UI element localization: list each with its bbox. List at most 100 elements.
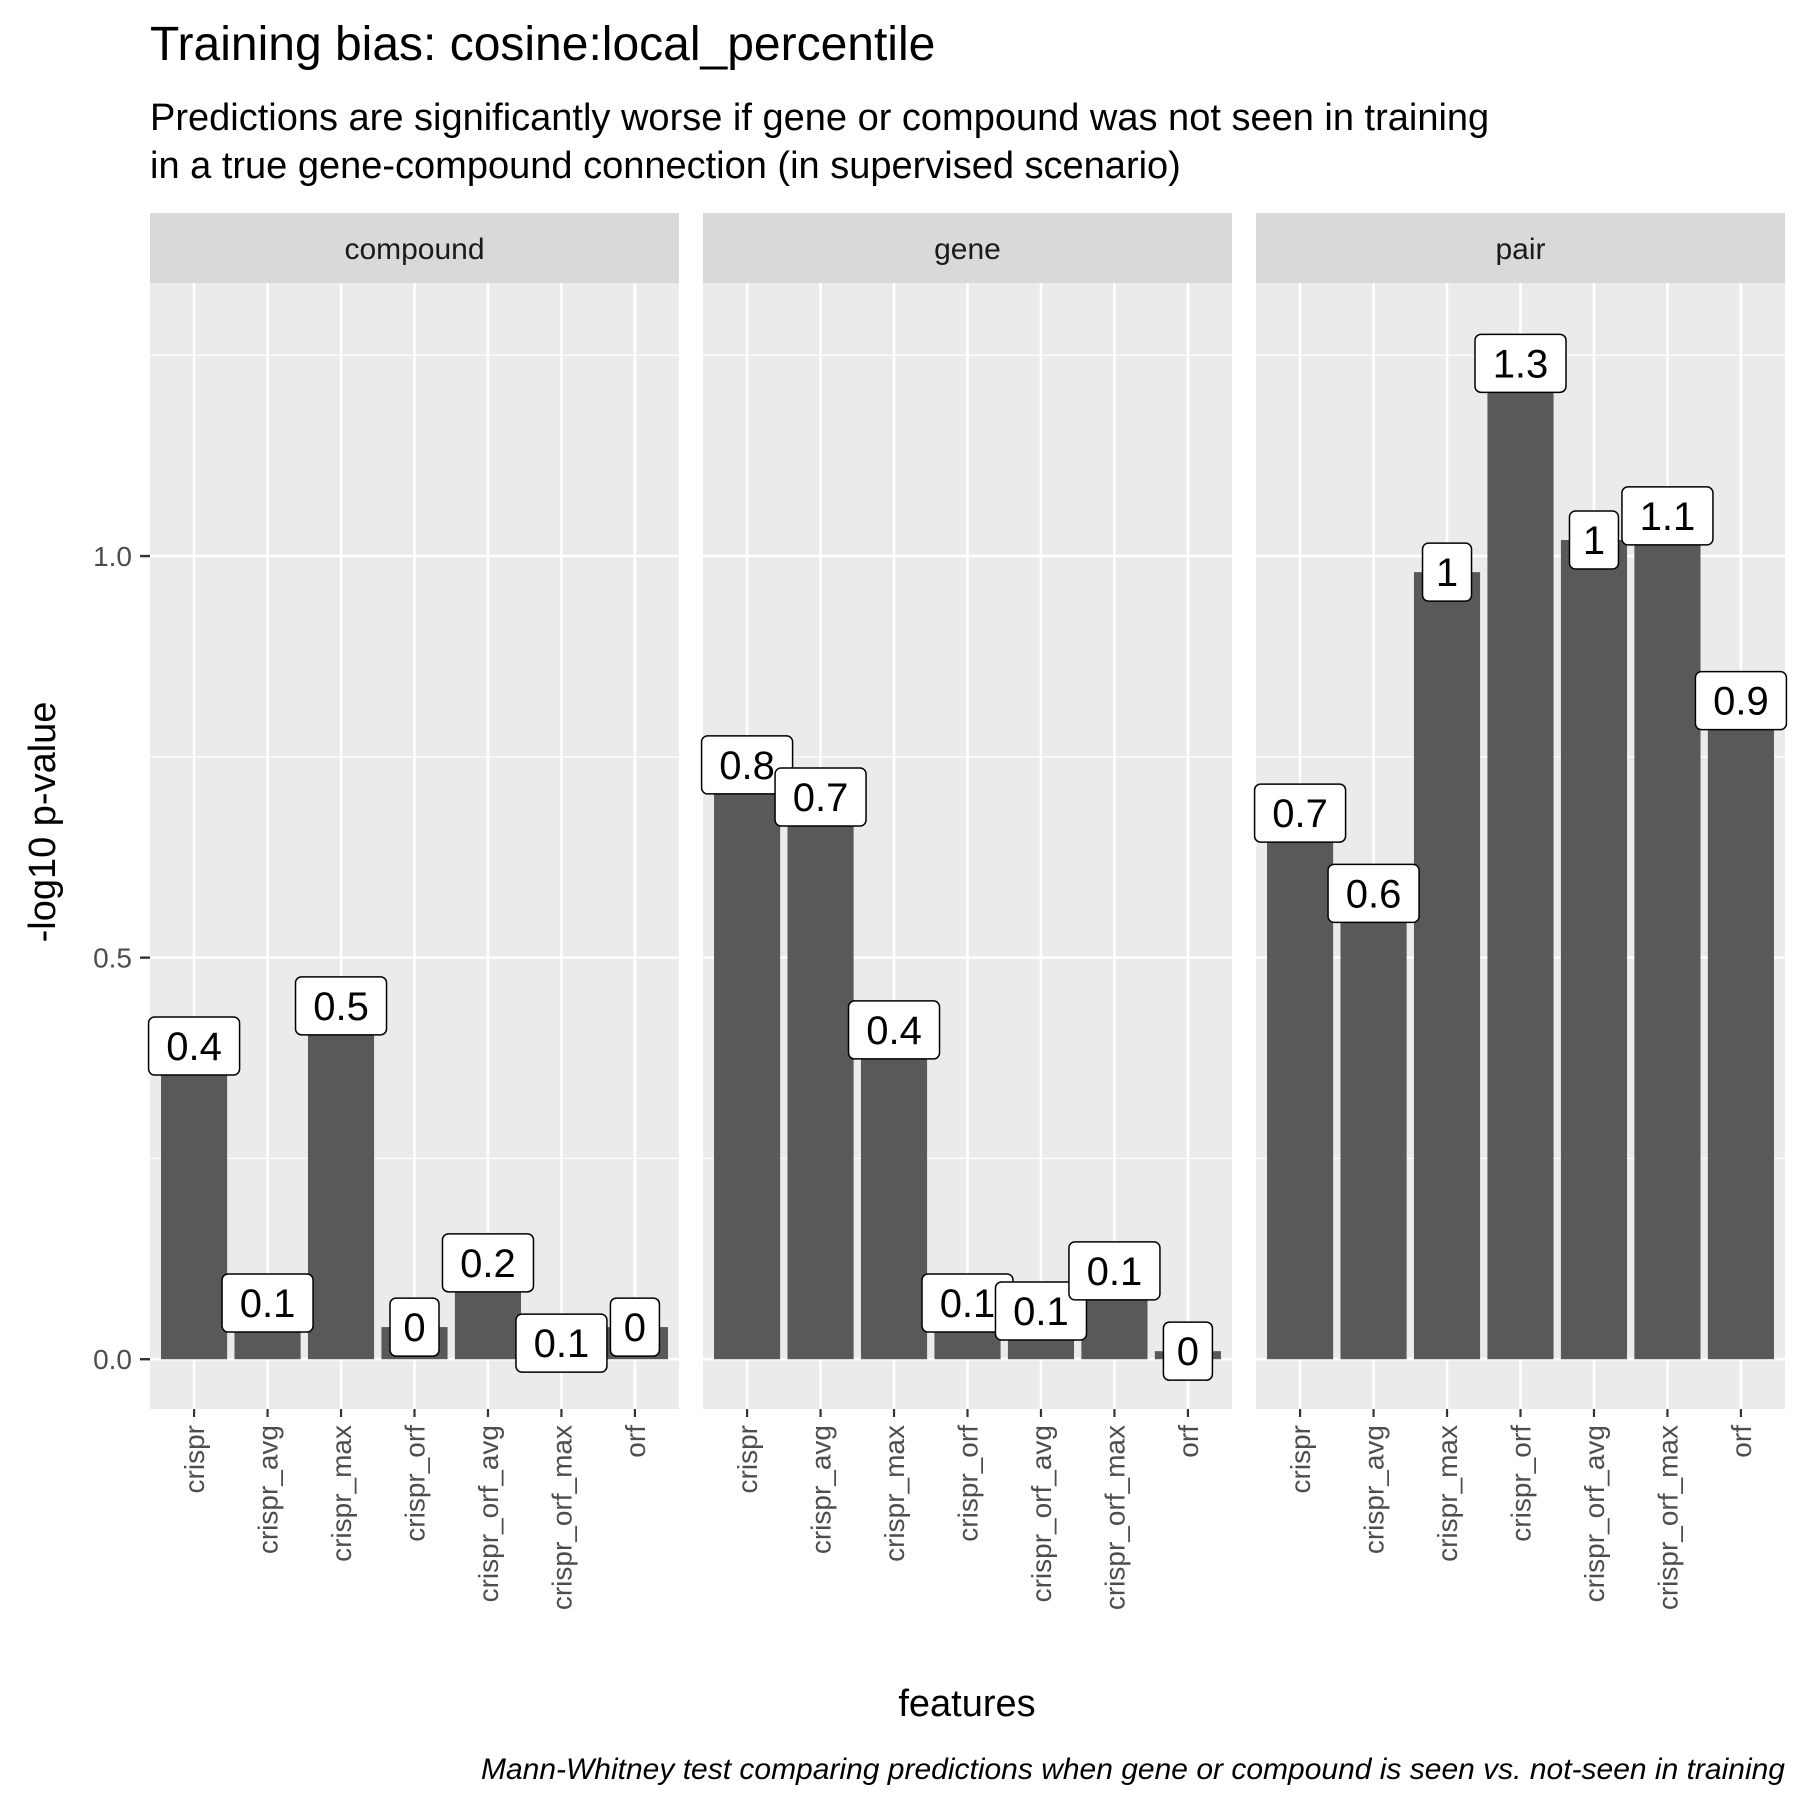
bar-pair-crispr_avg <box>1340 893 1407 1360</box>
facet-panel-gene: gene crispr crispr_avg crispr_max crispr_orf… <box>703 213 1232 1610</box>
data-label-layer: 0.4 0.1 0.5 0 0.2 0.1 0 0.8 0.7 0.4 0.1 0.1 0.1 0 0.7 0… <box>147 333 1788 1381</box>
x-tick-label-crispr: crispr <box>1285 1425 1316 1493</box>
data-label-text: 0.7 <box>793 776 849 820</box>
x-tick-label-orf: orf <box>1726 1425 1757 1458</box>
x-tick-label-orf: orf <box>620 1425 651 1458</box>
data-label-pair-orf: 0.9 <box>1694 670 1788 731</box>
data-label-text: 0.1 <box>240 1282 296 1326</box>
data-label-box <box>441 1233 535 1293</box>
data-label-box <box>389 1297 440 1357</box>
bar-pair-orf <box>1707 700 1774 1360</box>
data-label-pair-crispr_orf_avg: 1 <box>1568 510 1620 570</box>
data-label-box <box>1421 542 1473 602</box>
x-tick-label-crispr_orf: crispr_orf <box>953 1425 984 1542</box>
data-label-text: 1 <box>1583 519 1605 563</box>
data-label-box <box>1327 863 1420 924</box>
bar-gene-crispr_max <box>860 1029 928 1360</box>
strip-label-compound: compound <box>344 233 484 266</box>
data-label-compound-crispr: 0.4 <box>147 1016 241 1076</box>
data-label-box <box>994 1281 1088 1341</box>
x-tick-label-crispr: crispr <box>179 1425 210 1493</box>
data-label-box <box>1068 1241 1161 1301</box>
data-label-box <box>1694 670 1788 731</box>
data-label-box <box>609 1297 661 1357</box>
bar-gene-crispr_avg <box>787 797 854 1360</box>
data-label-text: 0.9 <box>1713 680 1769 724</box>
data-label-text: 1.1 <box>1640 495 1696 539</box>
data-label-text: 0.6 <box>1346 872 1402 916</box>
x-tick-label-crispr_avg: crispr_avg <box>806 1425 837 1554</box>
bar-pair-crispr <box>1267 813 1334 1360</box>
data-label-text: 0.7 <box>1272 792 1328 836</box>
data-label-pair-crispr_max: 1 <box>1421 542 1473 602</box>
chart-subtitle-line-2: in a true gene-compound connection (in s… <box>150 145 1181 187</box>
strip-label-gene: gene <box>934 233 1001 266</box>
data-label-text: 0.1 <box>940 1282 996 1326</box>
bar-pair-crispr_orf_avg <box>1560 540 1628 1360</box>
data-label-box <box>847 1000 941 1060</box>
strip-background <box>703 213 1232 283</box>
data-label-text: 1.3 <box>1493 342 1549 386</box>
chart-subtitle-line-1: Predictions are significantly worse if g… <box>150 97 1489 139</box>
x-axis-title: features <box>898 1683 1035 1725</box>
facet-panel-compound: compound crispr crispr_avg crispr_max crispr… <box>150 213 679 1610</box>
data-label-gene-crispr: 0.8 <box>700 735 794 795</box>
x-tick-label-crispr_orf_max: crispr_orf_max <box>546 1425 577 1610</box>
data-label-compound-crispr_orf_avg: 0.2 <box>441 1233 535 1293</box>
data-label-text: 0.1 <box>1087 1250 1143 1294</box>
strip-label-pair: pair <box>1495 233 1545 266</box>
data-label-compound-crispr_avg: 0.1 <box>221 1273 314 1333</box>
data-label-compound-crispr_orf: 0 <box>389 1297 440 1357</box>
data-label-box <box>515 1313 608 1373</box>
y-tick-label: 0.0 <box>93 1344 132 1375</box>
chart-title: Training bias: cosine:local_percentile <box>150 18 935 71</box>
data-label-text: 0 <box>624 1306 646 1350</box>
x-tick-label-crispr_max: crispr_max <box>1432 1425 1463 1562</box>
data-label-text: 0 <box>403 1306 425 1350</box>
chart-caption: Mann-Whitney test comparing predictions … <box>481 1753 1785 1786</box>
data-label-box <box>1621 486 1714 546</box>
data-label-gene-crispr_orf_max: 0.1 <box>1068 1241 1161 1301</box>
data-label-gene-crispr_max: 0.4 <box>847 1000 941 1060</box>
x-tick-label-crispr_orf: crispr_orf <box>400 1425 431 1542</box>
y-tick-label: 0.5 <box>93 943 132 974</box>
data-label-box <box>1253 783 1347 843</box>
bar-compound-crispr <box>161 1045 228 1360</box>
bar-pair-crispr_orf_max <box>1634 515 1701 1360</box>
y-tick-label: 1.0 <box>93 541 132 572</box>
x-tick-label-orf: orf <box>1173 1425 1204 1458</box>
facet-panels: compound crispr crispr_avg crispr_max crispr… <box>147 213 1788 1610</box>
data-label-text: 0.8 <box>719 744 775 788</box>
data-label-text: 1 <box>1436 551 1458 595</box>
x-tick-label-crispr_avg: crispr_avg <box>1359 1425 1390 1554</box>
x-tick-label-crispr: crispr <box>732 1425 763 1493</box>
data-label-text: 0.1 <box>1013 1290 1069 1334</box>
bar-pair-crispr_orf <box>1487 363 1554 1360</box>
data-label-box <box>774 767 867 827</box>
data-label-compound-crispr_max: 0.5 <box>294 976 388 1036</box>
data-label-text: 0.5 <box>313 985 369 1029</box>
data-label-gene-crispr_avg: 0.7 <box>774 767 867 827</box>
data-label-pair-crispr_avg: 0.6 <box>1327 863 1420 924</box>
data-label-text: 0.2 <box>460 1242 516 1286</box>
x-tick-label-crispr_orf: crispr_orf <box>1506 1425 1537 1542</box>
data-label-box <box>1162 1321 1214 1381</box>
x-tick-label-crispr_orf_max: crispr_orf_max <box>1099 1425 1130 1610</box>
y-axis-title: -log10 p-value <box>22 702 64 943</box>
data-label-gene-orf: 0 <box>1162 1321 1214 1381</box>
bar-gene-crispr <box>714 764 781 1360</box>
data-label-text: 0.1 <box>534 1322 590 1366</box>
data-label-pair-crispr_orf: 1.3 <box>1474 333 1567 394</box>
data-label-box <box>294 976 388 1036</box>
strip-background <box>150 213 679 283</box>
data-label-box <box>700 735 794 795</box>
data-label-box <box>221 1273 314 1333</box>
data-label-pair-crispr_orf_max: 1.1 <box>1621 486 1714 546</box>
data-label-text: 0.4 <box>166 1025 222 1069</box>
data-label-text: 0 <box>1177 1330 1199 1374</box>
data-label-gene-crispr_orf_avg: 0.1 <box>994 1281 1088 1341</box>
bar-pair-crispr_max <box>1413 572 1481 1360</box>
strip-background <box>1256 213 1785 283</box>
x-tick-label-crispr_orf_max: crispr_orf_max <box>1652 1425 1683 1610</box>
